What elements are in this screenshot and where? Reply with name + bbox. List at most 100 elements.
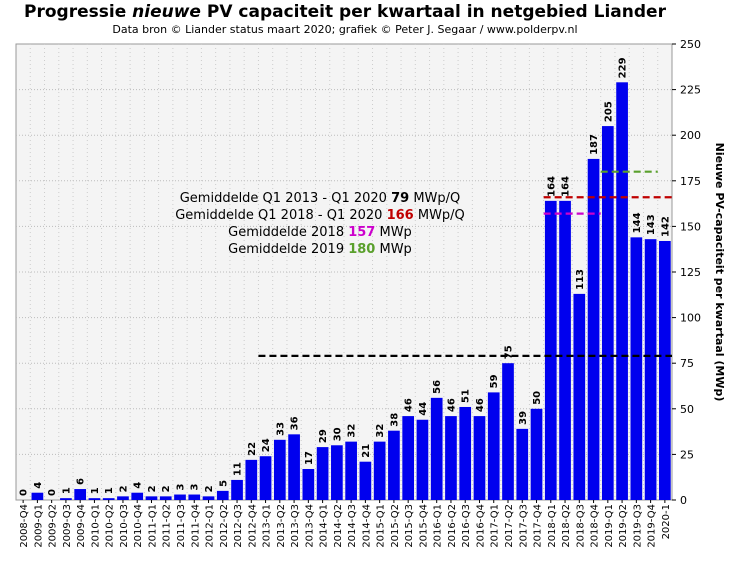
- x-tick-label: 2016-Q1: [433, 504, 444, 548]
- annotation-value: 166: [386, 208, 414, 223]
- x-tick-label: 2012-Q1: [205, 504, 216, 548]
- bar-value-label: 2: [118, 485, 129, 492]
- bar-2014-Q1: [316, 447, 329, 500]
- bar-2017-Q3: [516, 428, 529, 500]
- bar-value-label: 51: [461, 389, 472, 403]
- annotation-value: 79: [391, 191, 410, 206]
- bar-2015-Q4: [416, 419, 429, 500]
- bar-2016-Q4: [473, 416, 486, 500]
- bar-value-label: 205: [603, 101, 614, 122]
- y-tick-label: 250: [680, 38, 701, 51]
- annotation-text: Gemiddelde 2018: [228, 225, 349, 240]
- x-tick-label: 2010-Q4: [133, 504, 144, 548]
- bar-value-label: 44: [418, 402, 429, 416]
- bar-2010-Q1: [88, 498, 101, 500]
- bar-value-label: 46: [475, 398, 486, 412]
- x-tick-label: 2010-Q2: [105, 504, 116, 548]
- bar-value-label: 5: [218, 480, 229, 487]
- x-tick-label: 2010-Q3: [119, 504, 130, 548]
- y-tick-label: 0: [680, 494, 687, 507]
- bar-value-label: 3: [190, 484, 201, 491]
- x-tick-label: 2015-Q2: [390, 504, 401, 548]
- bar-2010-Q4: [131, 492, 144, 500]
- bar-value-label: 75: [504, 345, 515, 359]
- annotation-avg-2018-2020: Gemiddelde Q1 2018 - Q1 2020 166 MWp/Q: [150, 208, 490, 223]
- bar-value-label: 4: [133, 482, 144, 489]
- x-tick-label: 2012-Q4: [247, 504, 258, 548]
- bar-2020-1: [659, 240, 671, 500]
- annotation-avg-2018: Gemiddelde 2018 157 MWp: [150, 225, 490, 240]
- x-tick-label: 2018-Q1: [547, 504, 558, 548]
- chart-subtitle: Data bron © Liander status maart 2020; g…: [112, 23, 578, 36]
- bar-2018-Q1: [544, 200, 557, 500]
- bar-2013-Q1: [259, 456, 272, 500]
- x-tick-label: 2010-Q1: [90, 504, 101, 548]
- bar-2012-Q3: [231, 479, 243, 500]
- x-tick-label: 2014-Q1: [319, 504, 330, 548]
- bar-value-label: 1: [90, 487, 101, 494]
- x-tick-label: 2011-Q1: [147, 504, 158, 548]
- x-tick-label: 2017-Q2: [504, 504, 515, 548]
- bar-2013-Q4: [302, 468, 315, 500]
- bar-value-label: 11: [233, 462, 244, 476]
- bar-2009-Q4: [74, 489, 87, 500]
- bar-2016-Q2: [445, 416, 457, 500]
- x-tick-label: 2014-Q4: [361, 504, 372, 548]
- bar-2018-Q2: [559, 200, 571, 500]
- x-tick-label: 2015-Q4: [418, 504, 429, 548]
- x-tick-label: 2012-Q2: [219, 504, 230, 548]
- annotation-text: Gemiddelde 2019: [228, 242, 349, 257]
- bar-2019-Q3: [630, 237, 643, 500]
- bar-2017-Q1: [487, 392, 500, 500]
- x-tick-label: 2011-Q4: [190, 504, 201, 548]
- bar-value-label: 36: [290, 416, 301, 430]
- x-tick-label: 2019-Q2: [618, 504, 629, 548]
- annotation-text: Gemiddelde Q1 2018 - Q1 2020: [175, 208, 387, 223]
- x-tick-label: 2018-Q4: [590, 504, 601, 548]
- annotation-unit: MWp/Q: [413, 208, 465, 223]
- x-tick-label: 2016-Q3: [461, 504, 472, 548]
- bar-value-label: 30: [332, 427, 343, 441]
- bar-2013-Q3: [288, 434, 300, 500]
- annotation-unit: MWp: [375, 225, 412, 240]
- y-tick-label: 50: [680, 403, 694, 416]
- x-tick-label: 2016-Q4: [475, 504, 486, 548]
- x-tick-label: 2016-Q2: [447, 504, 458, 548]
- x-tick-label: 2015-Q1: [376, 504, 387, 548]
- x-tick-label: 2013-Q4: [304, 504, 315, 548]
- bar-2018-Q3: [573, 293, 586, 500]
- x-tick-label: 2012-Q3: [233, 504, 244, 548]
- bar-2012-Q4: [245, 459, 258, 500]
- x-tick-label: 2013-Q3: [290, 504, 301, 548]
- bar-value-label: 22: [247, 442, 258, 456]
- x-tick-label: 2008-Q4: [19, 504, 30, 548]
- bar-value-label: 164: [561, 176, 572, 197]
- y-tick-label: 150: [680, 220, 701, 233]
- bar-value-label: 3: [176, 484, 187, 491]
- x-tick-label: 2009-Q3: [62, 504, 73, 548]
- y-tick-label: 100: [680, 312, 701, 325]
- bar-value-label: 29: [318, 429, 329, 443]
- bar-2019-Q1: [601, 126, 614, 500]
- bar-2013-Q2: [273, 439, 286, 500]
- x-tick-label: 2013-Q2: [276, 504, 287, 548]
- bars: [31, 82, 671, 501]
- y-tick-label: 75: [680, 357, 694, 370]
- bar-2015-Q2: [388, 430, 400, 500]
- x-tick-label: 2019-Q1: [604, 504, 615, 548]
- bar-value-label: 0: [19, 489, 30, 496]
- annotation-avg-2019: Gemiddelde 2019 180 MWp: [150, 242, 490, 257]
- bar-value-label: 1: [61, 487, 72, 494]
- bar-value-label: 2: [204, 485, 215, 492]
- bar-2018-Q4: [587, 158, 600, 501]
- bar-2019-Q4: [644, 239, 657, 500]
- bar-2014-Q4: [359, 461, 372, 500]
- x-tick-label: 2015-Q3: [404, 504, 415, 548]
- x-tick-label: 2020-1: [661, 504, 672, 539]
- bar-value-label: 24: [261, 438, 272, 452]
- bar-2015-Q1: [373, 441, 386, 500]
- bar-2015-Q3: [402, 416, 415, 500]
- bar-2017-Q4: [530, 408, 543, 500]
